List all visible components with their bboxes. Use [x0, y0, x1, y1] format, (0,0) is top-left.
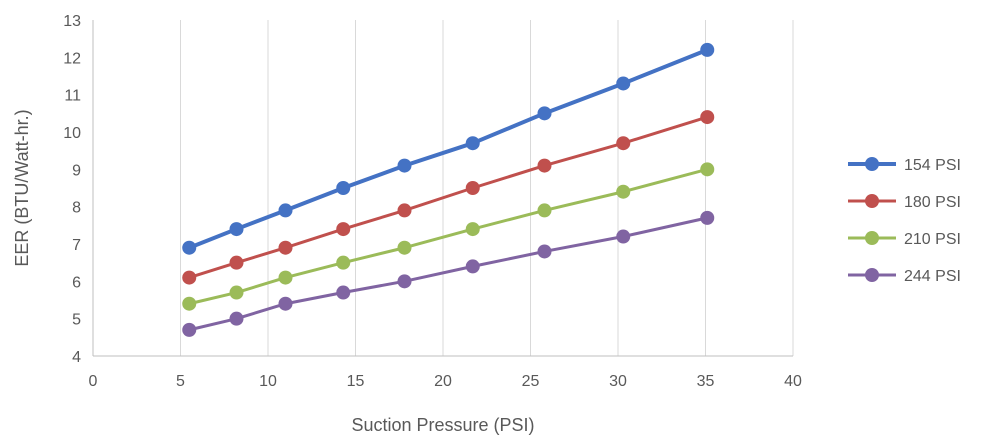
x-tick-label: 35: [697, 373, 715, 390]
data-point: [229, 285, 244, 300]
data-point: [229, 222, 244, 237]
data-point: [336, 255, 351, 270]
y-tick-label: 12: [63, 50, 81, 67]
data-point: [397, 240, 412, 255]
y-tick-label: 4: [72, 349, 81, 366]
data-point: [616, 76, 631, 91]
series-line: [188, 48, 708, 250]
x-tick-label: 20: [434, 373, 452, 390]
data-point: [700, 210, 715, 225]
x-tick-label: 10: [259, 373, 277, 390]
data-point: [278, 203, 293, 218]
legend-label: 210 PSI: [904, 231, 961, 248]
data-point: [182, 322, 197, 337]
data-point: [465, 259, 480, 274]
legend-label: 244 PSI: [904, 268, 961, 285]
data-point: [229, 311, 244, 326]
plot-area: [182, 42, 715, 337]
y-axis-title: EER (BTU/Watt-hr.): [12, 109, 32, 266]
legend-item: 180 PSI: [848, 194, 961, 211]
legend-label: 180 PSI: [904, 194, 961, 211]
data-point: [278, 296, 293, 311]
x-tick-label: 5: [176, 373, 185, 390]
legend-swatch-marker: [865, 194, 879, 208]
data-point: [616, 229, 631, 244]
x-tick-label: 40: [784, 373, 802, 390]
data-point: [700, 42, 715, 57]
x-axis-title: Suction Pressure (PSI): [351, 415, 534, 435]
legend-swatch-marker: [865, 231, 879, 245]
data-point: [537, 158, 552, 173]
legend-swatch-marker: [865, 157, 879, 171]
series-180-psi: [182, 110, 715, 285]
y-tick-label: 6: [72, 274, 81, 291]
data-point: [397, 274, 412, 289]
data-point: [336, 222, 351, 237]
data-point: [537, 244, 552, 259]
data-point: [336, 181, 351, 195]
y-tick-label: 8: [72, 200, 81, 217]
y-tick-label: 9: [72, 162, 81, 179]
series-154-psi: [182, 42, 715, 255]
data-point: [465, 181, 480, 195]
y-tick-label: 10: [63, 125, 81, 142]
data-point: [336, 285, 351, 300]
data-point: [465, 136, 480, 151]
y-tick-label: 5: [72, 312, 81, 329]
legend-item: 244 PSI: [848, 268, 961, 285]
data-point: [182, 240, 197, 255]
legend-swatch-marker: [865, 268, 879, 282]
data-point: [397, 158, 412, 173]
data-point: [616, 184, 631, 199]
data-point: [465, 222, 480, 237]
y-tick-label: 7: [72, 237, 81, 254]
data-point: [182, 296, 197, 311]
series-244-psi: [182, 210, 715, 337]
legend-item: 210 PSI: [848, 231, 961, 248]
x-tick-label: 0: [89, 373, 98, 390]
y-tick-label: 11: [64, 88, 81, 105]
data-point: [700, 110, 715, 125]
grid: [180, 20, 794, 356]
x-tick-label: 15: [347, 373, 365, 390]
y-tick-label: 13: [63, 13, 81, 30]
data-point: [278, 240, 293, 255]
data-point: [537, 106, 552, 121]
legend-label: 154 PSI: [904, 157, 961, 174]
data-point: [397, 203, 412, 218]
x-tick-label: 30: [609, 373, 627, 390]
data-point: [182, 270, 197, 285]
data-point: [537, 203, 552, 218]
x-tick-label: 25: [522, 373, 540, 390]
data-point: [229, 255, 244, 270]
data-point: [616, 136, 631, 151]
data-point: [700, 162, 715, 177]
series-210-psi: [182, 162, 715, 311]
data-point: [278, 270, 293, 285]
legend-item: 154 PSI: [848, 157, 961, 174]
legend: 154 PSI 180 PSI 210 PSI 244 PSI: [848, 157, 961, 285]
